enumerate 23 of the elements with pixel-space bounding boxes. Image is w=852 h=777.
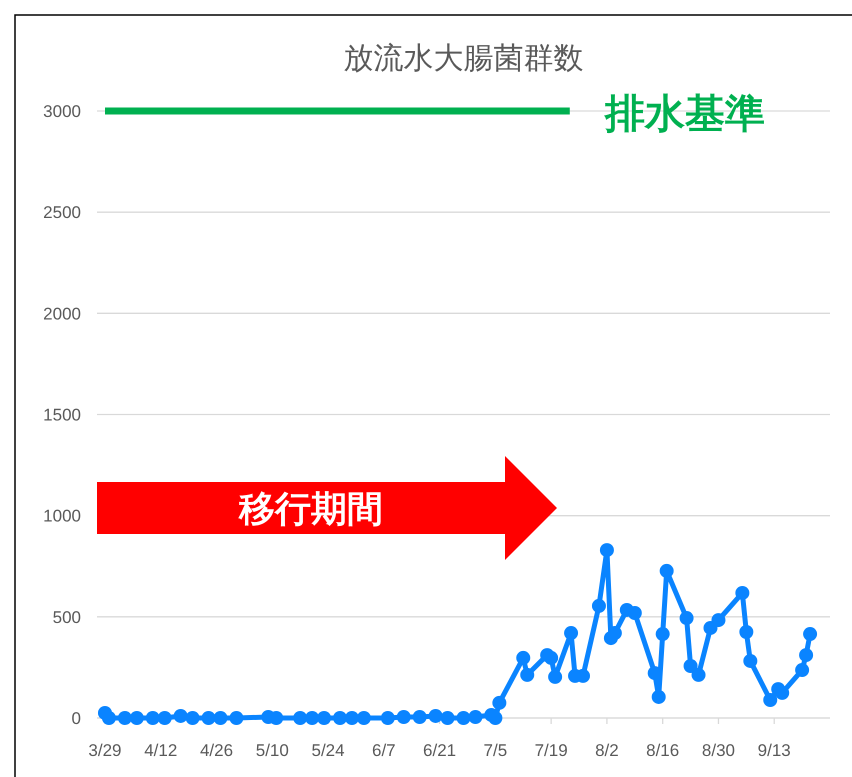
y-tick-label: 3000 xyxy=(43,102,81,121)
x-tick-label: 9/13 xyxy=(758,741,791,760)
x-tick-label: 5/10 xyxy=(256,741,289,760)
chart-title: 放流水大腸菌群数 xyxy=(344,42,584,75)
y-tick-label: 500 xyxy=(52,608,81,627)
y-tick-label: 0 xyxy=(72,709,81,728)
x-tick-label: 3/29 xyxy=(88,741,122,760)
annotation: 移行期間 xyxy=(238,488,383,529)
x-tick-label: 7/5 xyxy=(484,741,508,760)
x-tick-label: 8/16 xyxy=(646,741,680,760)
x-tick-label: 4/26 xyxy=(200,741,234,760)
x-tick-label: 4/12 xyxy=(144,741,178,760)
y-tick-label: 1500 xyxy=(43,406,81,424)
y-tick-label: 2000 xyxy=(43,304,81,324)
x-tick-label: 5/24 xyxy=(312,741,345,760)
x-tick-label: 7/19 xyxy=(534,741,568,760)
y-tick-label: 2500 xyxy=(43,203,81,222)
y-tick-label: 1000 xyxy=(43,506,81,526)
x-tick-label: 6/21 xyxy=(423,741,456,760)
x-tick-label: 8/30 xyxy=(702,741,736,760)
x-tick-label: 8/2 xyxy=(595,741,619,760)
ref-line-label: 排水基準 xyxy=(602,92,765,136)
x-tick-label: 6/7 xyxy=(372,741,396,760)
